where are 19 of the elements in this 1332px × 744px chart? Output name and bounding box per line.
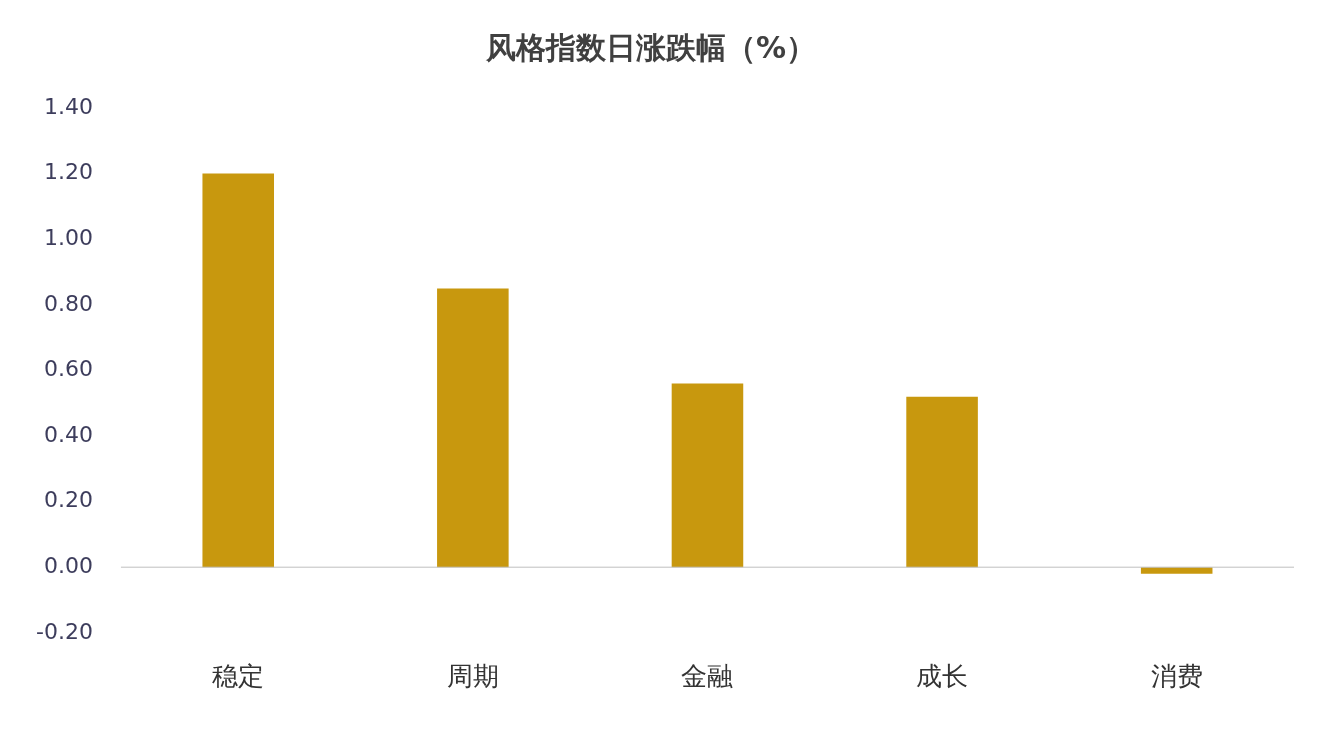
x-tick-label: 成长 <box>916 661 969 692</box>
y-tick-label: 0.20 <box>43 487 93 513</box>
x-tick-label: 消费 <box>1150 661 1203 692</box>
y-tick-label: 1.00 <box>43 224 93 250</box>
x-tick-label: 稳定 <box>212 661 265 692</box>
bar <box>202 173 275 568</box>
y-tick-label: -0.20 <box>35 618 93 644</box>
y-tick-label: 1.40 <box>43 93 93 119</box>
y-tick-label: 0.00 <box>43 552 93 578</box>
y-tick-label: 0.40 <box>43 421 93 447</box>
bar <box>437 288 509 568</box>
bar <box>671 383 744 568</box>
x-tick-label: 金融 <box>681 661 734 692</box>
bar <box>906 396 978 568</box>
y-tick-label: 1.20 <box>43 159 93 185</box>
x-tick-label: 周期 <box>446 661 499 692</box>
y-tick-label: 0.80 <box>43 290 93 316</box>
y-tick-label: 0.60 <box>43 356 93 382</box>
chart-title: 风格指数日涨跌幅（%） <box>484 29 817 65</box>
